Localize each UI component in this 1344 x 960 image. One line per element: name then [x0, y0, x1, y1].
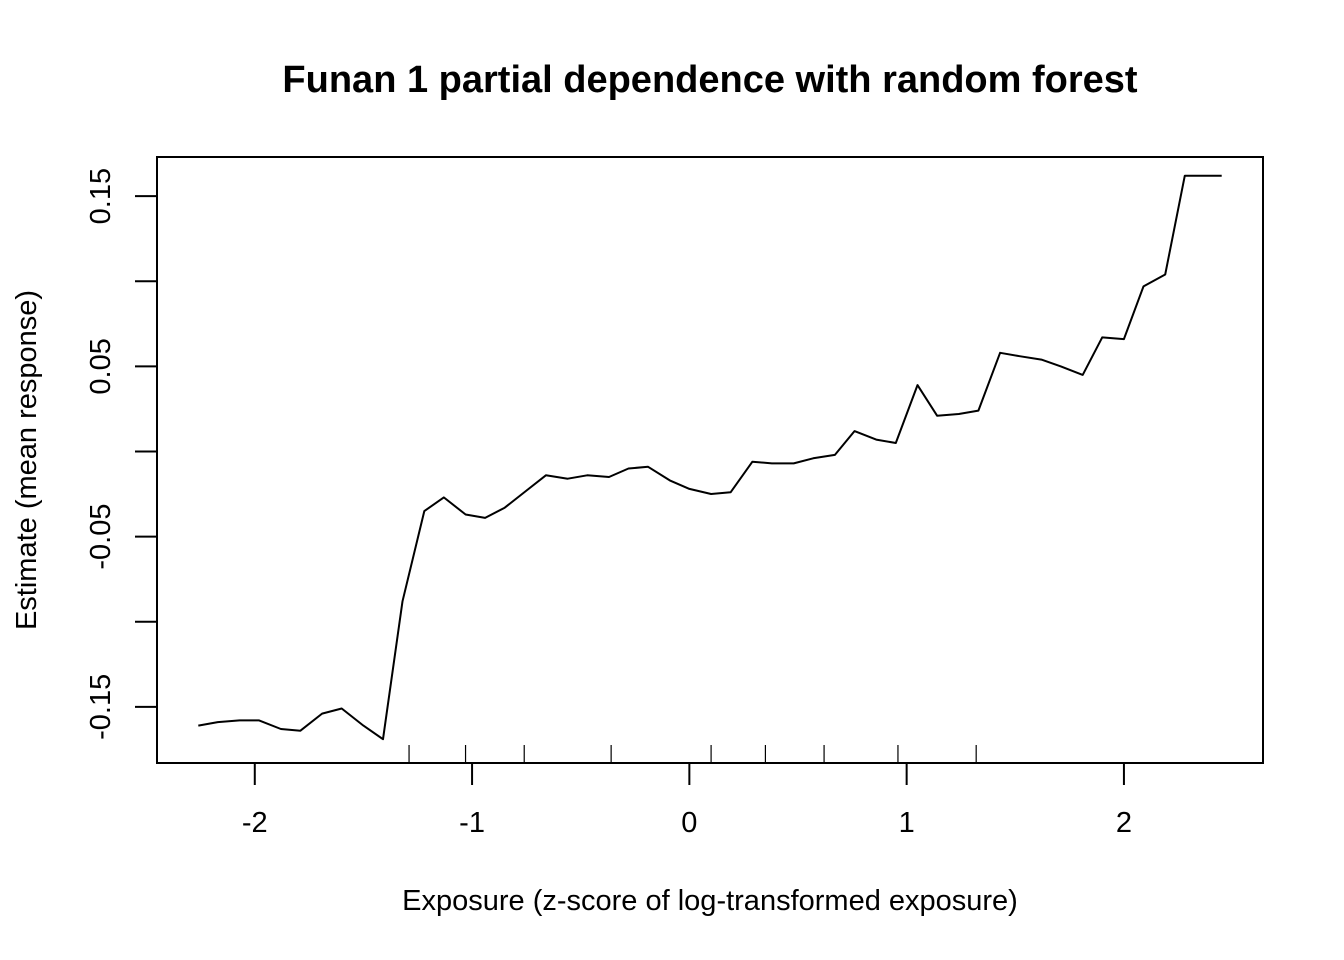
y-axis-label: Estimate (mean response) — [11, 290, 43, 630]
plot-box — [156, 156, 1264, 764]
rug-marks — [408, 745, 977, 763]
y-tick-label: 0.15 — [85, 168, 117, 224]
y-tick-label: -0.15 — [85, 674, 117, 740]
x-tick-label: 0 — [681, 807, 697, 839]
series-group — [198, 174, 1222, 741]
x-tick-label: -2 — [242, 807, 268, 839]
chart-title: Funan 1 partial dependence with random f… — [282, 59, 1137, 101]
y-tick-label: 0.05 — [85, 338, 117, 394]
x-tick-label: 2 — [1116, 807, 1132, 839]
series-line — [198, 174, 1222, 741]
x-axis: -2 -1 0 1 2 — [242, 762, 1132, 839]
x-tick-label: -1 — [459, 807, 485, 839]
y-axis: -0.15 -0.05 0.05 0.15 — [85, 168, 158, 740]
y-tick-label: -0.05 — [85, 504, 117, 570]
x-tick-label: 1 — [899, 807, 915, 839]
x-axis-label: Exposure (z-score of log-transformed exp… — [402, 885, 1018, 917]
